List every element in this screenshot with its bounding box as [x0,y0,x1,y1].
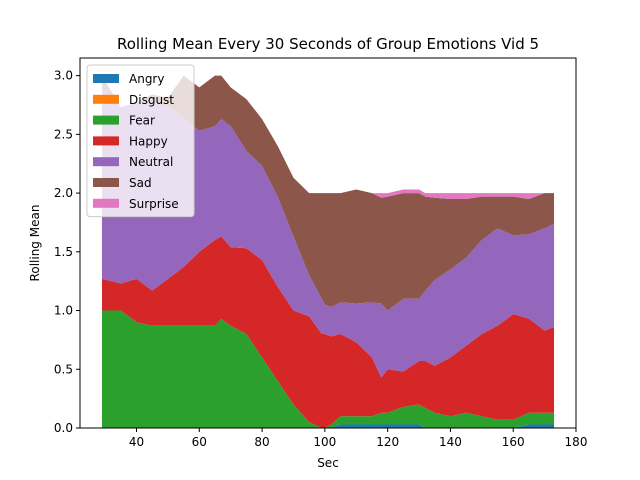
legend-label-fear: Fear [129,114,155,128]
y-tick-label: 2.5 [54,127,73,141]
legend-label-neutral: Neutral [129,155,173,169]
legend-swatch-sad [93,178,119,187]
legend-label-sad: Sad [129,176,152,190]
legend-label-happy: Happy [129,134,168,148]
area-neutral [101,87,555,378]
area-happy [101,236,555,428]
y-axis-label: Rolling Mean [28,205,42,282]
legend-swatch-disgust [93,94,119,104]
legend-swatch-happy [93,136,119,146]
x-axis: 40 60 80 100 120 140 160 180 [129,428,588,449]
y-tick-label: 2.0 [54,186,73,200]
legend-swatch-angry [93,74,119,83]
legend-swatch-fear [93,115,119,125]
x-tick-label: 120 [376,435,399,449]
x-tick-label: 140 [439,435,462,449]
x-tick-label: 80 [254,435,269,449]
x-tick-label: 100 [313,435,336,449]
area-fear [101,310,555,428]
y-axis: 0.0 0.5 1.0 1.5 2.0 2.5 3.0 [54,69,80,435]
x-axis-label: Sec [317,456,339,470]
chart-title: Rolling Mean Every 30 Seconds of Group E… [117,35,539,53]
legend-label-disgust: Disgust [129,93,174,107]
y-tick-label: 0.0 [54,421,73,435]
y-tick-label: 1.0 [54,304,73,318]
legend-label-surprise: Surprise [129,197,179,211]
x-tick-label: 60 [192,435,207,449]
legend-label-angry: Angry [129,72,164,86]
legend: Angry Disgust Fear Happy Neutral Sad Surprise [86,64,195,218]
plot-frame [79,57,577,429]
legend-swatch-neutral [93,157,119,167]
x-tick-label: 40 [129,435,144,449]
x-tick-label: 180 [565,435,588,449]
legend-swatch-surprise [93,198,119,208]
y-tick-label: 1.5 [54,245,73,259]
area-layer [101,75,555,428]
y-tick-label: 3.0 [54,69,73,83]
x-tick-label: 160 [502,435,525,449]
area-sad [101,75,555,311]
y-tick-label: 0.5 [54,362,73,376]
